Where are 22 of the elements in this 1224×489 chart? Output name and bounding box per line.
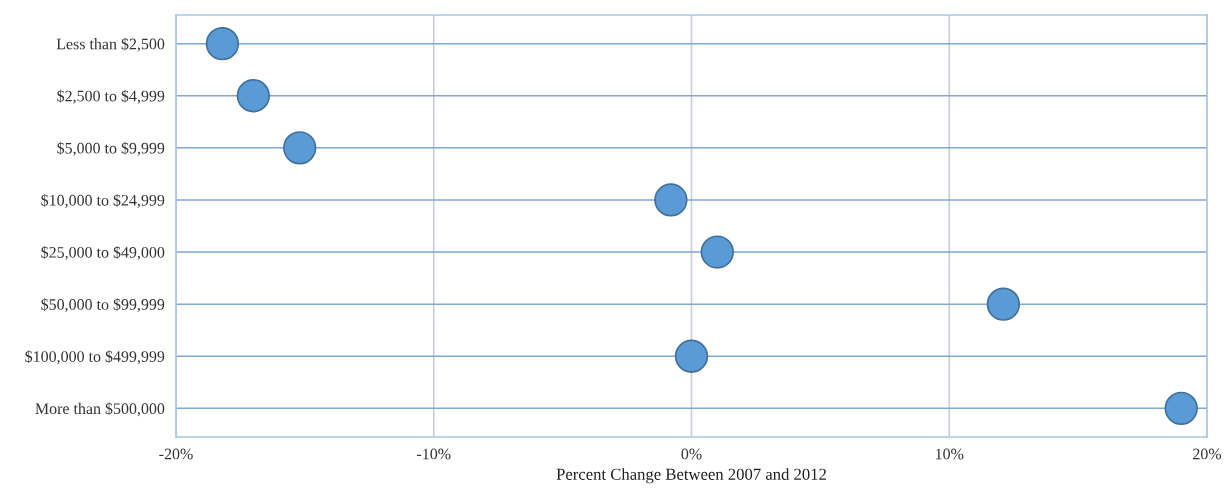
x-tick-label: -20% [159, 448, 193, 460]
point [283, 131, 317, 165]
y-tick-label: $100,000 to $499,999 [25, 350, 165, 365]
point [700, 235, 734, 269]
x-tick-label: 20% [1193, 448, 1222, 460]
point [674, 339, 709, 373]
point [236, 79, 270, 113]
x-tick-label: 0% [681, 448, 702, 460]
y-tick-label: $2,500 to $4,999 [57, 89, 165, 104]
point [1164, 391, 1198, 426]
y-tick-label: $10,000 to $24,999 [41, 193, 165, 208]
y-tick-label: Less than $2,500 [56, 37, 165, 52]
point [654, 183, 688, 217]
y-tick-label: $5,000 to $9,999 [57, 141, 165, 156]
y-tick-label: More than $500,000 [35, 402, 165, 417]
point [205, 26, 240, 61]
x-axis-title: Percent Change Between 2007 and 2012 [556, 468, 826, 484]
y-tick-label: $25,000 to $49,000 [41, 246, 165, 261]
point [986, 287, 1021, 321]
y-tick-label: $50,000 to $99,999 [41, 298, 165, 313]
x-tick-label: 10% [936, 448, 964, 460]
x-tick-label: -10% [417, 448, 451, 460]
